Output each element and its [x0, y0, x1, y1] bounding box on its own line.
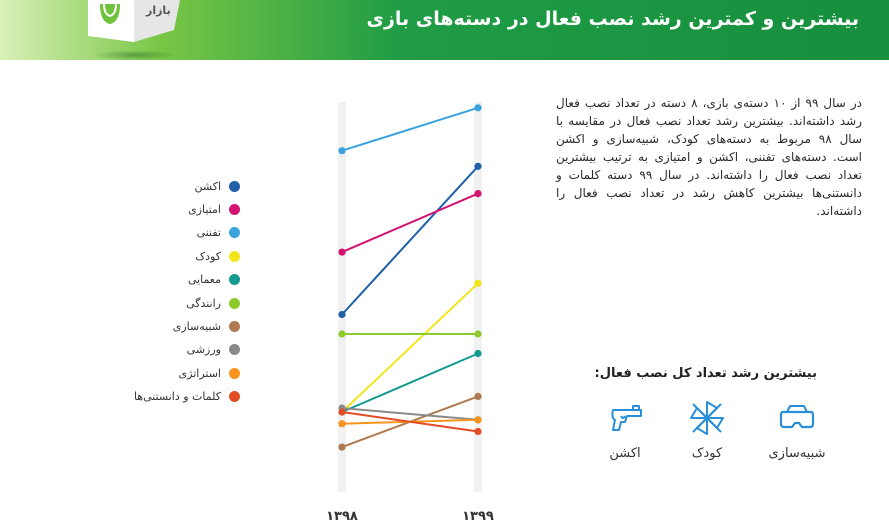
legend-swatch — [229, 320, 240, 332]
data-point — [474, 279, 482, 287]
pinwheel-icon — [690, 401, 724, 435]
series-line — [341, 411, 479, 433]
legend-label: تفننی — [196, 226, 221, 240]
data-point — [474, 104, 482, 112]
legend-item: معمایی — [188, 272, 240, 288]
legend-swatch — [229, 367, 240, 379]
legend-item: شبیه‌سازی — [173, 318, 240, 334]
data-point — [474, 416, 482, 424]
axis-guide — [338, 102, 346, 492]
data-point — [338, 443, 346, 451]
legend-swatch — [229, 203, 240, 215]
data-point — [474, 392, 482, 400]
top-growth-item-action: اکشن — [590, 398, 660, 461]
legend-swatch — [229, 250, 240, 262]
legend-label: معمایی — [187, 273, 221, 287]
legend-item: استراتژی — [179, 365, 240, 381]
logo-text: بازار — [146, 4, 171, 17]
header-banner: بازار بیشترین و کمترین رشد نصب فعال در د… — [0, 0, 889, 60]
description-text: در سال ۹۹ از ۱۰ دسته‌ی بازی، ۸ دسته در ت… — [556, 96, 863, 218]
top-growth-label: شبیه‌سازی — [768, 446, 826, 461]
data-point — [338, 408, 346, 416]
x-tick-label: ۱۳۹۹ — [462, 509, 494, 524]
series-line — [341, 352, 479, 413]
data-point — [338, 147, 346, 155]
data-point — [474, 330, 482, 338]
legend-label: اکشن — [194, 179, 221, 193]
legend-label: امتیازی — [188, 202, 221, 216]
data-point — [474, 349, 482, 358]
legend-swatch — [229, 180, 240, 192]
data-point — [474, 190, 482, 198]
data-point — [338, 248, 346, 256]
legend-item: رانندگی — [186, 295, 240, 311]
legend-item: کلمات و دانستنی‌ها — [134, 389, 240, 405]
x-tick-label: ۱۳۹۸ — [326, 509, 358, 524]
legend-item: کودک — [195, 248, 240, 264]
legend-label: شبیه‌سازی — [172, 319, 221, 333]
legend-item: اکشن — [195, 178, 240, 194]
legend-item: تفننی — [197, 225, 240, 241]
legend-item: امتیازی — [188, 201, 240, 217]
slope-chart: ۱۳۹۸ ۱۳۹۹ — [326, 102, 494, 524]
legend-item: ورزشی — [187, 342, 240, 358]
axis-guide — [474, 102, 482, 492]
series-line — [341, 407, 479, 421]
data-point — [338, 420, 346, 428]
top-growth-label: اکشن — [609, 446, 641, 461]
top-growth-title: بیشترین رشد تعداد کل نصب فعال: — [594, 366, 817, 381]
top-growth-label: کودک — [691, 446, 723, 461]
series-line — [341, 192, 479, 254]
logo-shadow — [92, 50, 178, 60]
legend-swatch — [229, 274, 240, 286]
top-growth-item-simulation: شبیه‌سازی — [762, 398, 832, 461]
gun-icon — [611, 405, 642, 431]
top-growth-item-kids: کودک — [672, 398, 742, 461]
data-point — [338, 330, 346, 338]
vr-headset-icon — [779, 405, 815, 429]
legend-label: استراتژی — [178, 366, 221, 380]
legend-swatch — [229, 227, 240, 239]
legend-label: رانندگی — [186, 296, 221, 310]
bazaar-logo-icon — [88, 0, 180, 42]
legend-label: ورزشی — [186, 343, 221, 357]
legend-swatch — [229, 344, 240, 356]
legend-swatch — [229, 297, 240, 309]
series-line — [341, 106, 479, 152]
data-point — [338, 310, 346, 319]
legend-label: کودک — [195, 249, 221, 263]
page-title: بیشترین و کمترین رشد نصب فعال در دسته‌ها… — [366, 8, 859, 30]
data-point — [474, 162, 482, 170]
series-line — [341, 282, 479, 413]
legend-swatch — [229, 391, 240, 403]
series-line — [341, 165, 479, 316]
data-point — [474, 427, 482, 436]
legend-label: کلمات و دانستنی‌ها — [133, 390, 221, 404]
